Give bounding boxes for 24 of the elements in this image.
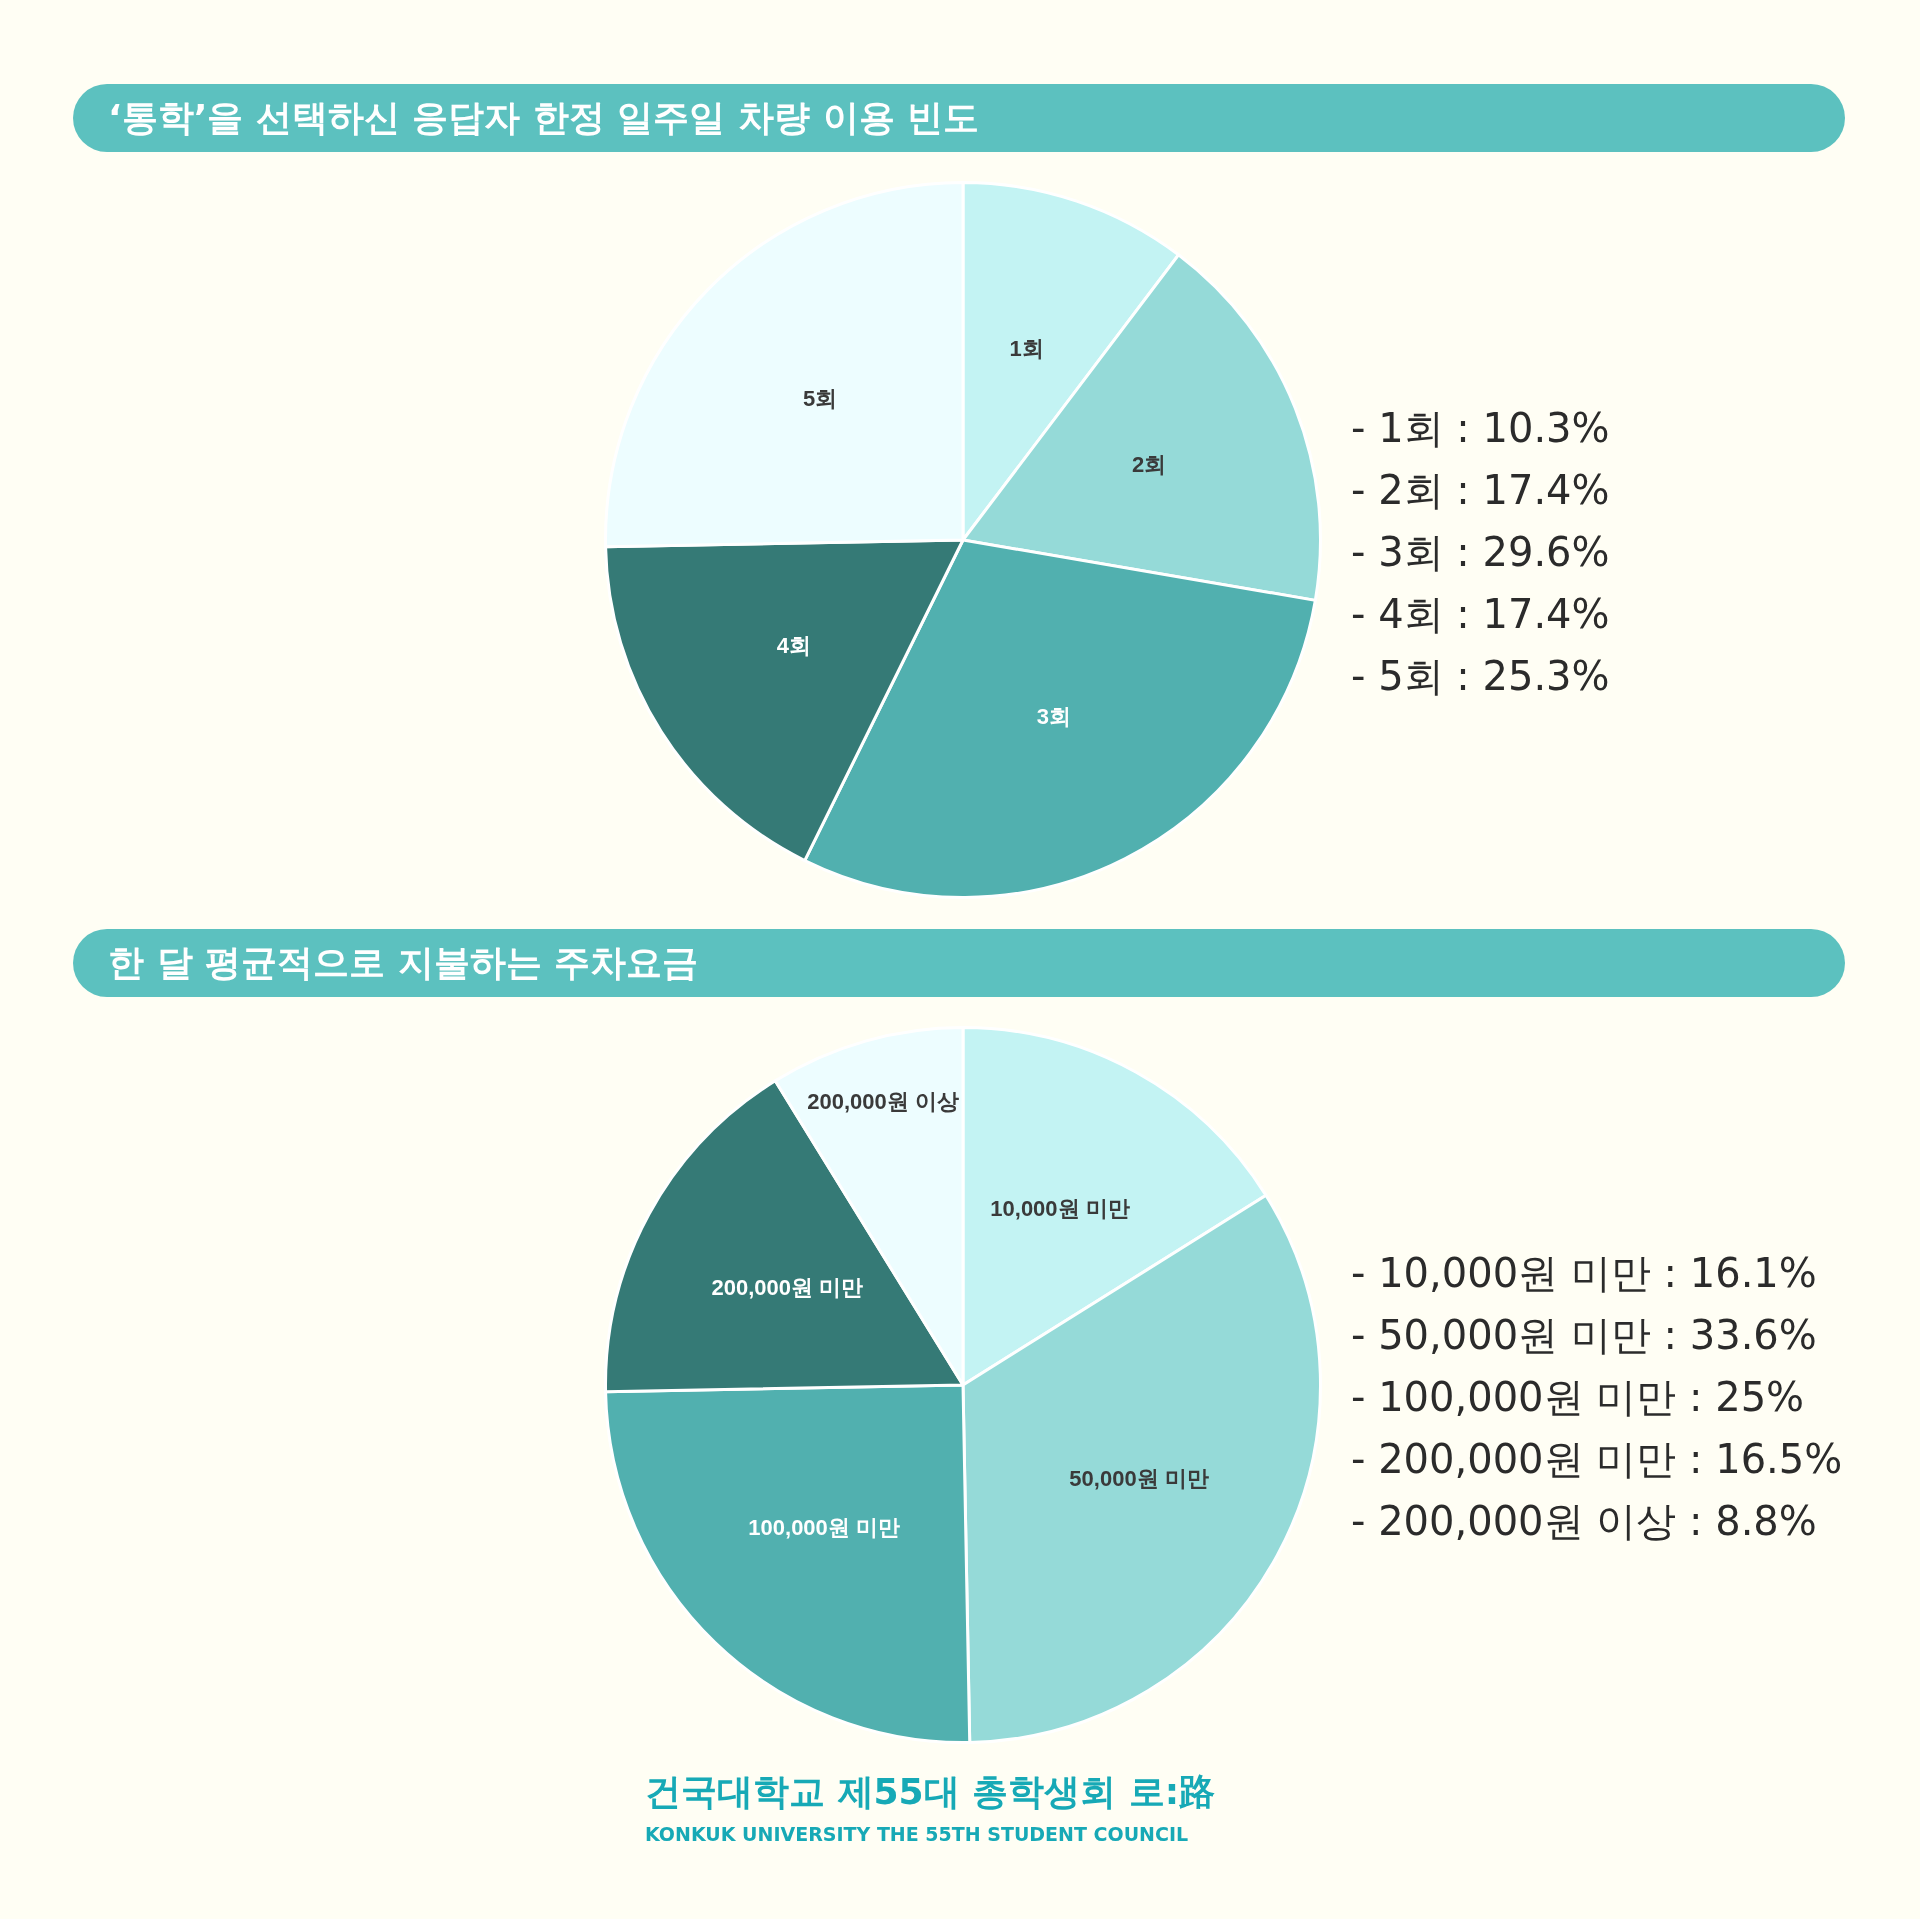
text: - 2회 : 17.4% — [1351, 466, 1610, 515]
text: - 1회 : 10.3% — [1351, 404, 1610, 453]
text: KONKUK UNIVERSITY THE 55TH STUDENT COUNCIL — [645, 1822, 1189, 1846]
text: 건국대학교 제55대 총학생회 로:路 — [645, 1770, 1216, 1814]
text: - 10,000원 미만 : 16.1% — [1351, 1249, 1817, 1298]
slice-label: 200,000원 미만 — [711, 1275, 864, 1301]
text: - 100,000원 미만 : 25% — [1351, 1373, 1805, 1422]
slice-label: 3회 — [1036, 704, 1072, 730]
slice-label: 4회 — [776, 633, 812, 659]
slice-label: 2회 — [1132, 452, 1167, 478]
slice-label: 100,000원 미만 — [748, 1515, 900, 1541]
text: - 3회 : 29.6% — [1351, 528, 1610, 577]
chart-title: ‘통학’을 선택하신 응답자 한정 일주일 차량 이용 빈도 — [108, 96, 980, 140]
text: - 200,000원 미만 : 16.5% — [1351, 1435, 1843, 1484]
slice-label: 1회 — [1009, 336, 1044, 362]
slice-label: 50,000원 미만 — [1069, 1466, 1209, 1492]
text: - 200,000원 이상 : 8.8% — [1351, 1497, 1817, 1546]
text: - 4회 : 17.4% — [1351, 590, 1610, 639]
slice-label: 5회 — [802, 385, 838, 411]
chart-title: 한 달 평균적으로 지불하는 주차요금 — [108, 941, 699, 985]
slice-label: 200,000원 이상 — [807, 1089, 959, 1115]
text: - 50,000원 미만 : 33.6% — [1351, 1311, 1817, 1360]
slice-label: 10,000원 미만 — [990, 1195, 1130, 1221]
text: - 5회 : 25.3% — [1351, 652, 1610, 701]
